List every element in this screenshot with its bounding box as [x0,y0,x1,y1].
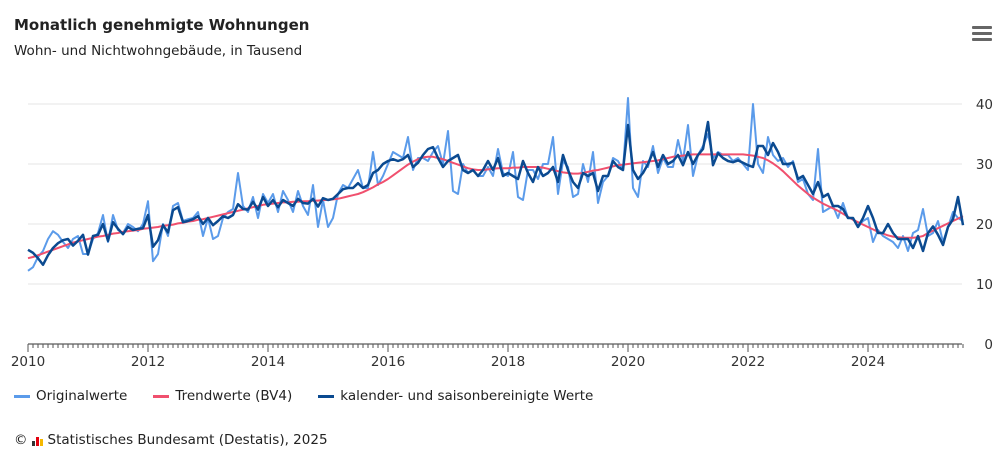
y-tick-label: 40 [976,97,993,113]
menu-hamburger-icon[interactable] [972,26,992,42]
source-credit: © Statistisches Bundesamt (Destatis), 20… [14,432,328,448]
y-tick-label: 30 [976,157,993,173]
legend-item-trend[interactable]: Trendwerte (BV4) [153,388,292,404]
y-tick-label: 20 [976,217,993,233]
legend-item-adjusted[interactable]: kalender- und saisonbereinigte Werte [318,388,593,404]
x-tick-label: 2022 [731,354,765,370]
x-tick-label: 2012 [131,354,165,370]
series-line-original [27,97,964,272]
legend-swatch-trend [153,394,170,398]
legend-label: Originalwerte [36,388,128,404]
legend-swatch-adjusted [318,394,335,398]
y-tick-label: 10 [976,277,993,293]
source-text: Statistisches Bundesamt (Destatis), 2025 [47,432,328,448]
y-tick-label: 0 [984,337,993,353]
legend-item-original[interactable]: Originalwerte [14,388,127,404]
x-tick-label: 2016 [371,354,405,370]
x-tick-label: 2024 [851,354,885,370]
legend: Originalwerte Trendwerte (BV4) kalender-… [14,388,593,404]
x-tick-label: 2020 [611,354,645,370]
x-tick-label: 2010 [11,354,45,370]
legend-label: kalender- und saisonbereinigte Werte [340,388,594,404]
chart-subtitle: Wohn- und Nichtwohngebäude, in Tausend [14,43,303,59]
copyright-symbol: © [14,432,28,448]
chart-title: Monatlich genehmigte Wohnungen [14,16,310,34]
legend-label: Trendwerte (BV4) [175,388,293,404]
legend-swatch-original [14,394,30,398]
series-line-adjusted [27,120,965,267]
destatis-logo-icon [31,436,43,446]
x-tick-label: 2018 [491,354,525,370]
line-chart: 0 10 20 30 40 2010 2012 2014 2016 2018 2020 2022 202… [11,97,993,370]
x-tick-label: 2014 [251,354,285,370]
